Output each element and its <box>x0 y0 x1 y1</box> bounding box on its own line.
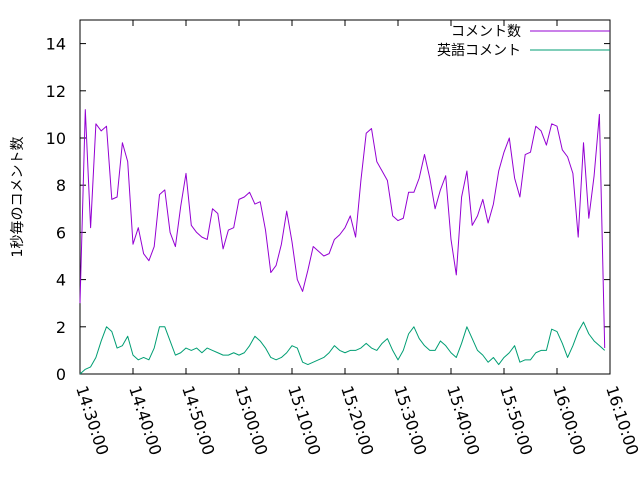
x-axis: 14:30:00 14:40:00 14:50:00 15:00:00 15:10:00… <box>72 20 640 458</box>
legend-label-comments: コメント数 <box>451 24 521 40</box>
x-tick-label: 16:00:00 <box>549 383 589 457</box>
x-tick-label: 14:50:00 <box>178 383 218 457</box>
x-tick-label: 15:40:00 <box>443 383 483 457</box>
x-tick-label: 15:30:00 <box>390 383 430 457</box>
y-tick-label: 4 <box>56 271 66 290</box>
x-tick-label: 15:50:00 <box>496 383 536 457</box>
y-axis-label: 1秒毎のコメント数 <box>10 137 26 258</box>
y-tick-label: 14 <box>46 35 66 54</box>
x-tick-label: 14:30:00 <box>72 383 112 457</box>
y-tick-label: 10 <box>46 129 66 148</box>
y-axis: 0 2 4 6 8 10 12 14 <box>46 35 610 384</box>
series-lines <box>79 109 606 375</box>
x-tick-label: 15:20:00 <box>337 383 377 457</box>
y-tick-label: 6 <box>56 223 66 242</box>
y-tick-label: 12 <box>46 82 66 101</box>
x-tick-label: 16:10:00 <box>602 383 640 457</box>
x-tick-label: 15:00:00 <box>231 383 271 457</box>
legend-label-english-comments: 英語コメント <box>437 42 521 59</box>
series-line-comments <box>79 109 606 349</box>
y-tick-label: 8 <box>56 176 66 195</box>
legend: コメント数 英語コメント <box>437 24 610 59</box>
y-tick-label: 2 <box>56 318 66 337</box>
x-tick-label: 15:10:00 <box>284 383 324 457</box>
series-line-english-comments <box>79 321 606 375</box>
x-tick-label: 14:40:00 <box>125 383 165 457</box>
y-tick-label: 0 <box>56 365 66 384</box>
